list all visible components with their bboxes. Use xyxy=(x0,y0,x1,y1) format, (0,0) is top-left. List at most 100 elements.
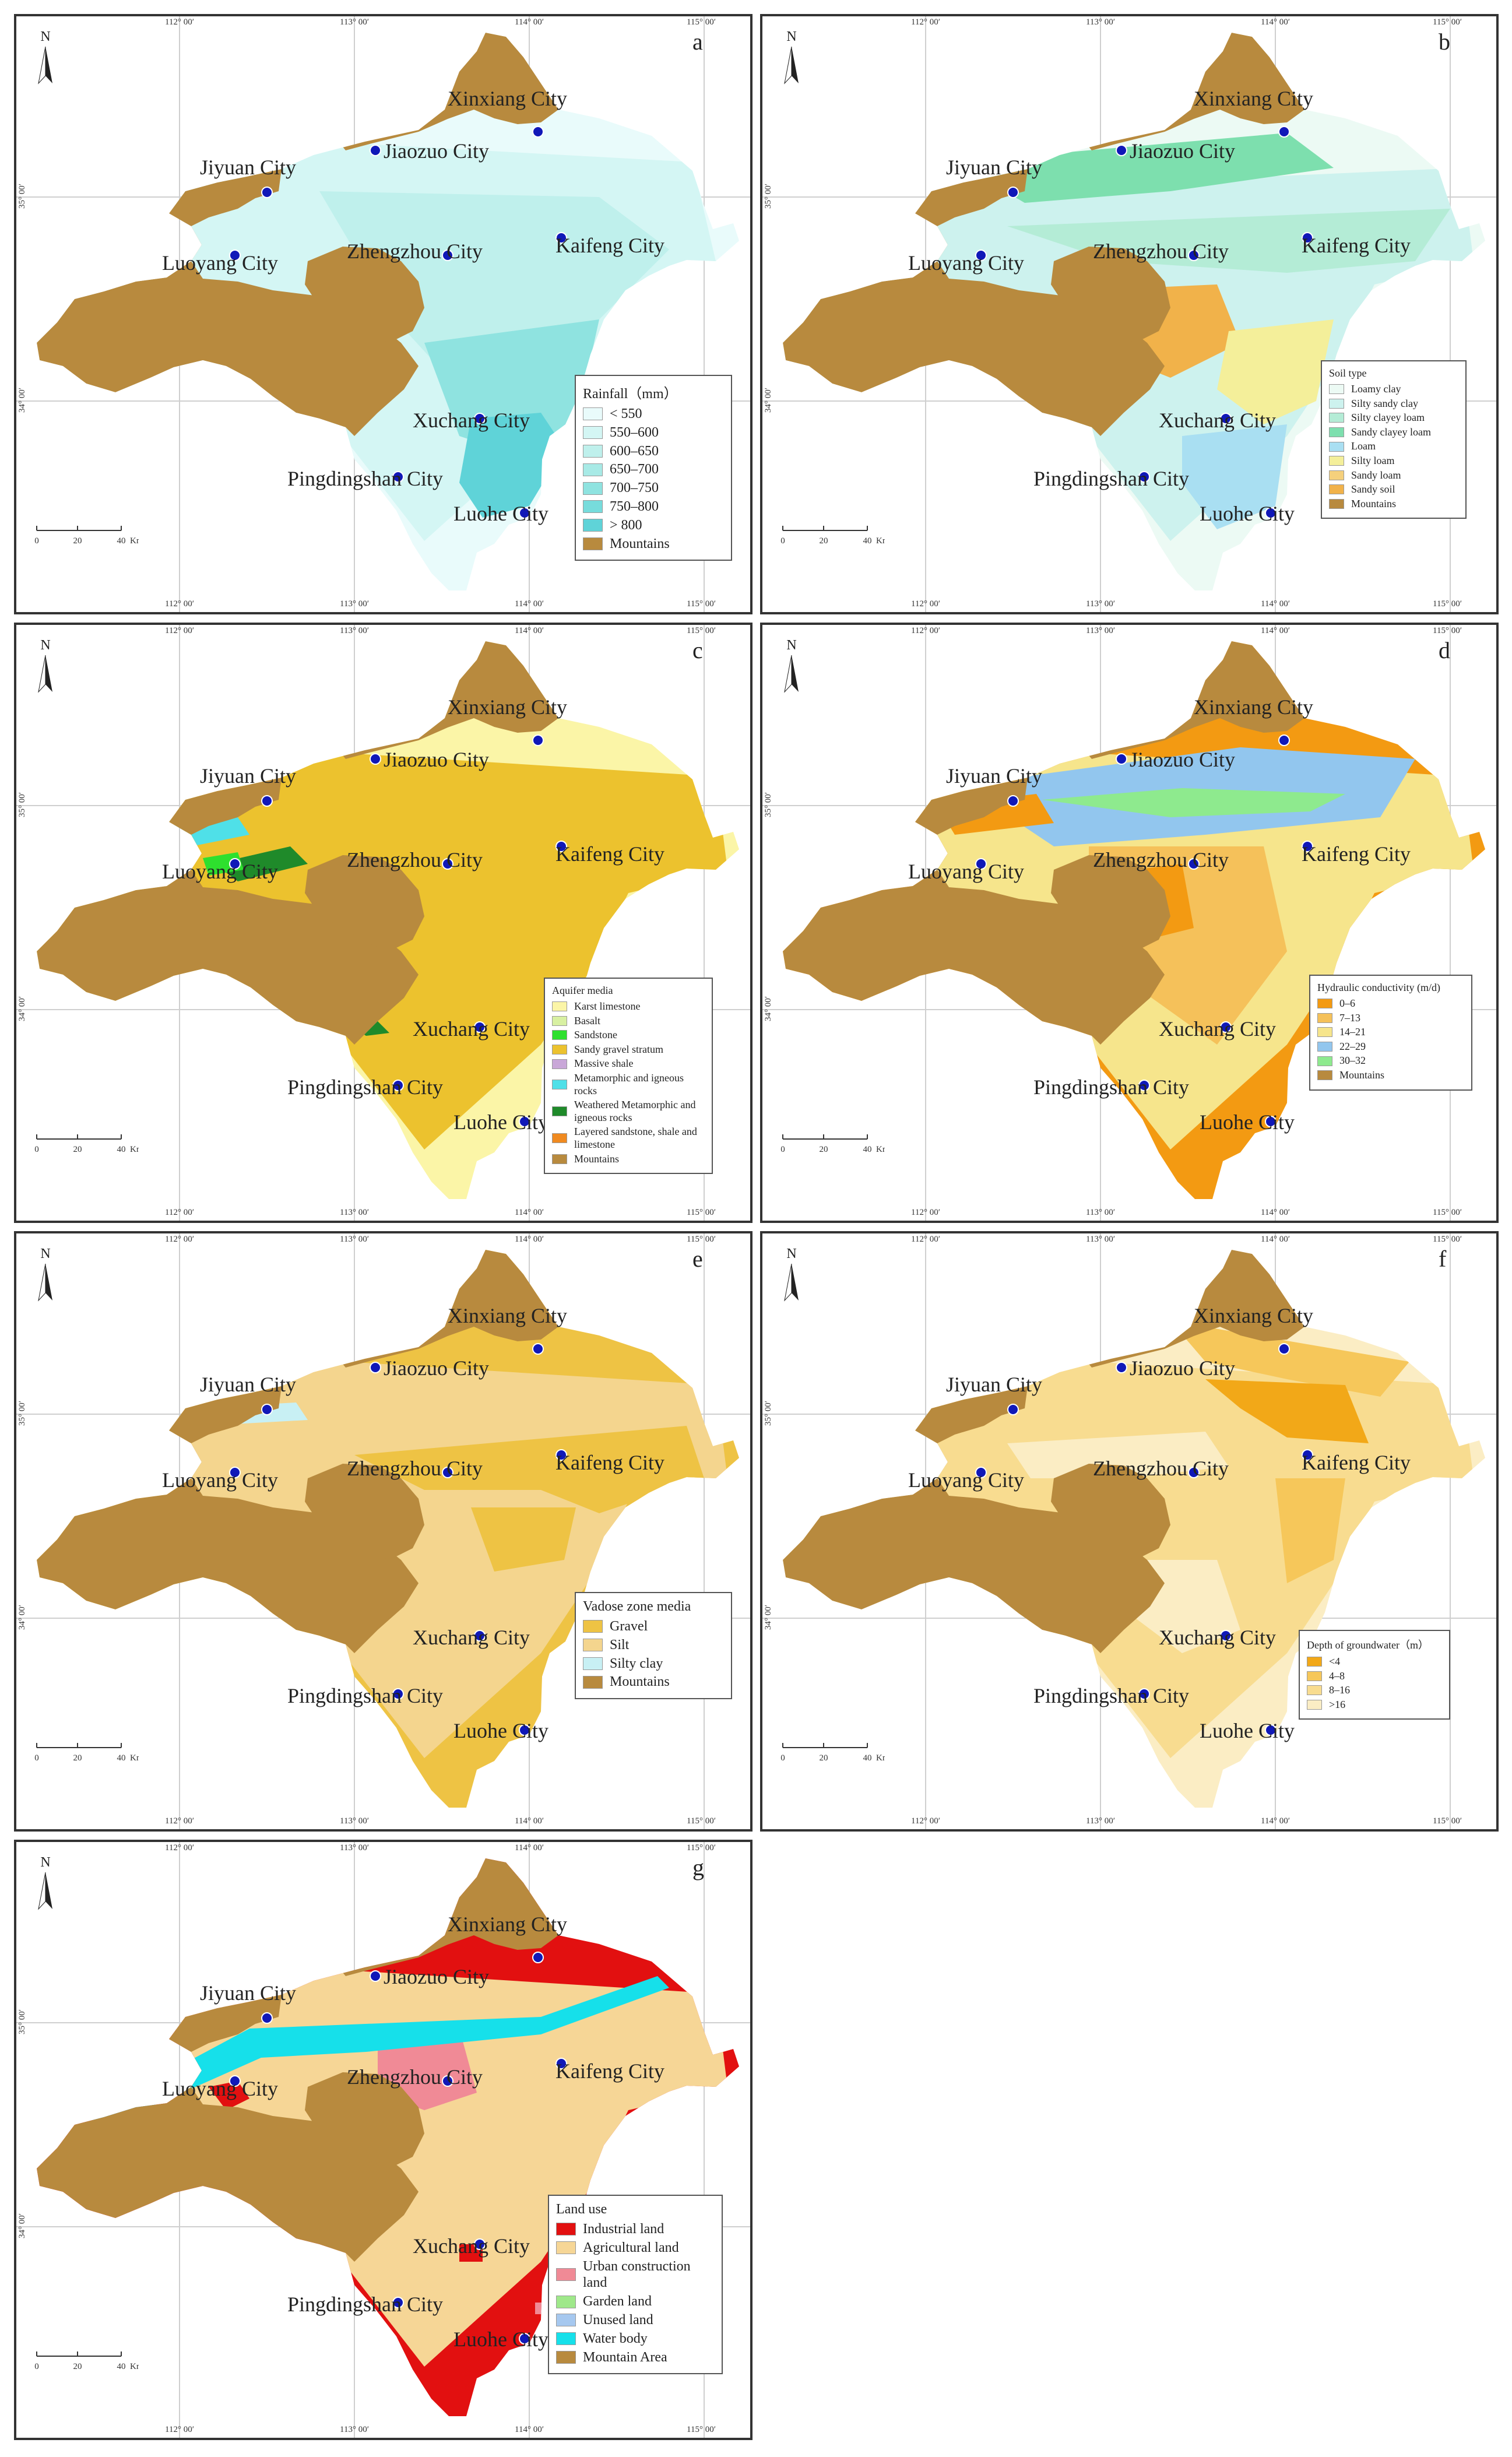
city-marker xyxy=(474,1021,486,1033)
north-label: N xyxy=(786,1246,796,1261)
legend-label: Sandy clayey loam xyxy=(1351,426,1431,438)
legend-item: Sandy loam xyxy=(1329,469,1458,482)
coord-label-top: 115° 00′ xyxy=(1433,626,1462,635)
mountain-area xyxy=(305,1464,424,1560)
city-marker xyxy=(474,1630,486,1641)
legend-item: Mountains xyxy=(583,536,724,553)
city-marker xyxy=(519,2333,530,2344)
coord-label-top: 112° 00′ xyxy=(911,17,940,27)
map-zone xyxy=(459,413,564,518)
city-label: Xuchang City xyxy=(1159,1626,1276,1649)
coord-label-top: 114° 00′ xyxy=(1261,626,1290,635)
legend-title: Depth of groundwater（m） xyxy=(1307,1639,1429,1651)
legend-item: 14–21 xyxy=(1317,1026,1464,1039)
legend-label: Silty sandy clay xyxy=(1351,397,1418,409)
scale-tick-label: 40 xyxy=(117,2362,126,2371)
legend-label: Metamorphic and igneous rocks xyxy=(574,1071,684,1096)
city-marker xyxy=(555,2058,567,2069)
scale-tick-label: 40 xyxy=(863,1145,872,1154)
legend-label: Massive shale xyxy=(574,1057,634,1070)
legend-label: Sandy gravel stratum xyxy=(574,1043,663,1055)
scale-tick-label: 0 xyxy=(780,536,785,546)
scale-unit-label: Km xyxy=(130,536,139,546)
scale-tick-label: 0 xyxy=(34,536,39,546)
legend-swatch xyxy=(1329,484,1344,495)
legend-swatch xyxy=(1329,384,1344,395)
scale-tick-label: 20 xyxy=(73,1753,82,1763)
city-label: Pingdingshan City xyxy=(287,2293,444,2316)
map-legend: Aquifer media Karst limestone Basalt Sandst… xyxy=(544,978,713,1175)
city-label: Jiyuan City xyxy=(200,1981,297,2005)
map-panel-b: Xinxiang City Jiyuan City Jiaozuo City Luoy… xyxy=(760,14,1499,614)
coord-label-left: 34° 00′ xyxy=(17,2213,27,2238)
legend-swatch xyxy=(583,537,603,550)
mountain-area xyxy=(305,855,424,951)
city-label: Zhengzhou City xyxy=(347,240,483,263)
coord-label-left: 34° 00′ xyxy=(764,1604,773,1630)
city-marker xyxy=(261,2012,273,2024)
legend-swatch xyxy=(556,2268,576,2282)
city-label: Zhengzhou City xyxy=(347,2065,483,2089)
coord-label-top: 115° 00′ xyxy=(1433,17,1462,27)
city-marker xyxy=(442,249,453,261)
scale-tick-label: 0 xyxy=(780,1753,785,1763)
coord-label-bottom: 112° 00′ xyxy=(165,2425,194,2434)
city-label: Kaifeng City xyxy=(1302,1451,1411,1474)
city-label: Xuchang City xyxy=(1159,409,1276,432)
legend-label: Mountains xyxy=(610,536,670,551)
legend-swatch xyxy=(1317,1056,1332,1066)
map-zone xyxy=(1042,788,1345,817)
coord-label-bottom: 112° 00′ xyxy=(911,1208,940,1217)
map-zone xyxy=(203,852,244,876)
legend-item: 4–8 xyxy=(1307,1670,1442,1683)
map-zone xyxy=(1170,1321,1409,1397)
coord-label-left: 34° 00′ xyxy=(17,387,27,413)
legend-item: >16 xyxy=(1307,1699,1442,1711)
legend-swatch xyxy=(1307,1671,1322,1681)
legend-swatch xyxy=(552,1154,567,1164)
legend-label: Urban construction land xyxy=(583,2258,691,2291)
coord-label-bottom: 115° 00′ xyxy=(1433,1816,1462,1826)
coord-label-left: 35° 00′ xyxy=(764,792,773,817)
coord-label-bottom: 115° 00′ xyxy=(1433,1208,1462,1217)
city-label: Pingdingshan City xyxy=(287,1075,444,1099)
north-label: N xyxy=(40,1855,50,1870)
city-marker xyxy=(1220,1021,1232,1033)
legend-label: Mountains xyxy=(610,1674,670,1690)
legend-label: Unused land xyxy=(583,2312,653,2328)
panel-letter: f xyxy=(1439,1246,1447,1272)
north-label: N xyxy=(40,1246,50,1261)
city-marker xyxy=(1188,249,1200,261)
coord-label-left: 35° 00′ xyxy=(17,183,27,209)
legend-label: <4 xyxy=(1329,1655,1341,1667)
legend-swatch xyxy=(1307,1700,1322,1710)
north-arrow-icon: N xyxy=(38,638,52,693)
city-label: Luohe City xyxy=(1200,1110,1295,1134)
legend-item: 550–600 xyxy=(583,424,724,441)
panel-letter: c xyxy=(692,637,703,663)
city-label: Luohe City xyxy=(1200,502,1295,525)
legend-item: <4 xyxy=(1307,1655,1442,1668)
city-marker xyxy=(1302,232,1313,244)
city-label: Zhengzhou City xyxy=(1093,848,1229,871)
city-label: Kaifeng City xyxy=(1302,842,1411,866)
legend-item: Layered sandstone, shale and limestone xyxy=(552,1126,705,1151)
city-label: Luoyang City xyxy=(162,860,278,883)
city-label: Luoyang City xyxy=(908,1468,1024,1492)
scale-unit-label: Km xyxy=(876,536,885,546)
map-zone xyxy=(319,191,669,395)
city-label: Jiyuan City xyxy=(200,764,297,788)
legend-swatch xyxy=(556,2241,576,2255)
legend-swatch xyxy=(552,1106,567,1117)
legend-item: Mountains xyxy=(1317,1069,1464,1082)
legend-title: Hydraulic conductivity (m/d) xyxy=(1317,982,1440,993)
coord-label-top: 114° 00′ xyxy=(1261,1235,1290,1244)
city-label: Jiaozuo City xyxy=(384,1356,489,1380)
city-label: Zhengzhou City xyxy=(1093,1457,1229,1480)
coord-label-bottom: 112° 00′ xyxy=(165,599,194,609)
legend-label: < 550 xyxy=(610,406,642,421)
city-marker xyxy=(532,126,544,138)
coord-label-left: 34° 00′ xyxy=(17,996,27,1021)
mountain-area xyxy=(1051,1464,1170,1560)
legend-label: Garden land xyxy=(583,2294,652,2310)
